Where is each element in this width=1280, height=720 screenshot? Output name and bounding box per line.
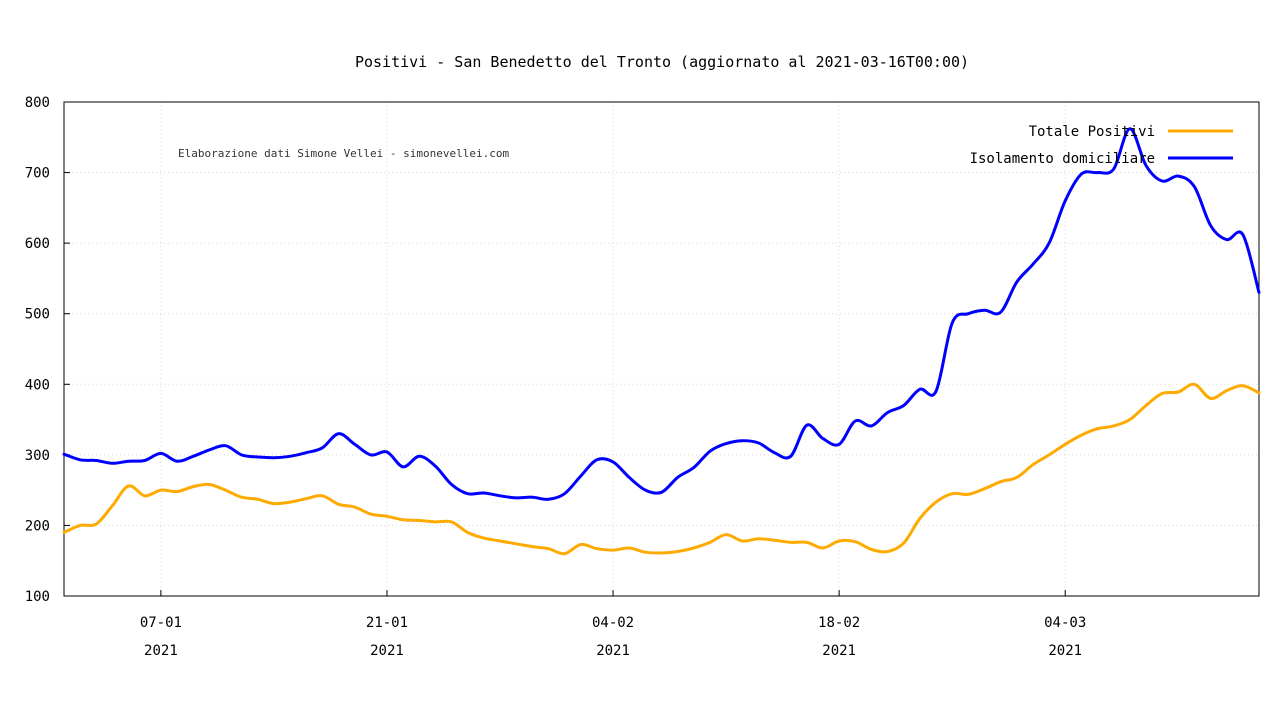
series-line-isolamento-domiciliare bbox=[62, 127, 1261, 501]
legend-label-totale-positivi: Totale Positivi bbox=[1029, 124, 1155, 140]
x-tick-year-label: 2021 bbox=[370, 643, 404, 659]
legend-label-isolamento-domiciliare: Isolamento domiciliare bbox=[970, 151, 1155, 167]
series bbox=[62, 127, 1261, 556]
y-tick-label: 200 bbox=[25, 518, 50, 534]
x-tick-label: 21-01 bbox=[366, 615, 408, 631]
y-tick-label: 300 bbox=[25, 448, 50, 464]
y-tick-label: 700 bbox=[25, 166, 50, 182]
legend: Totale Positivi Isolamento domiciliare bbox=[970, 124, 1233, 167]
x-tick-year-label: 2021 bbox=[1048, 643, 1082, 659]
y-tick-label: 100 bbox=[25, 589, 50, 605]
x-tick-year-label: 2021 bbox=[144, 643, 178, 659]
x-tick-label: 04-03 bbox=[1044, 615, 1086, 631]
credit-text: Elaborazione dati Simone Vellei - simone… bbox=[178, 147, 510, 160]
y-tick-label: 600 bbox=[25, 236, 50, 252]
y-tick-label: 800 bbox=[25, 95, 50, 111]
x-tick-year-label: 2021 bbox=[596, 643, 630, 659]
x-tick-year-label: 2021 bbox=[822, 643, 856, 659]
series-line-totale-positivi bbox=[62, 382, 1261, 556]
x-tick-label: 07-01 bbox=[140, 615, 182, 631]
plot-frame bbox=[63, 101, 1260, 597]
y-tick-label: 400 bbox=[25, 377, 50, 393]
y-tick-label: 500 bbox=[25, 307, 50, 323]
axes: 100 200 300 400 500 600 700 800 07-01 2021 21-01 20… bbox=[25, 95, 1087, 659]
chart-title: Positivi - San Benedetto del Tronto (agg… bbox=[355, 53, 969, 71]
x-tick-label: 18-02 bbox=[818, 615, 860, 631]
x-tick-label: 04-02 bbox=[592, 615, 634, 631]
